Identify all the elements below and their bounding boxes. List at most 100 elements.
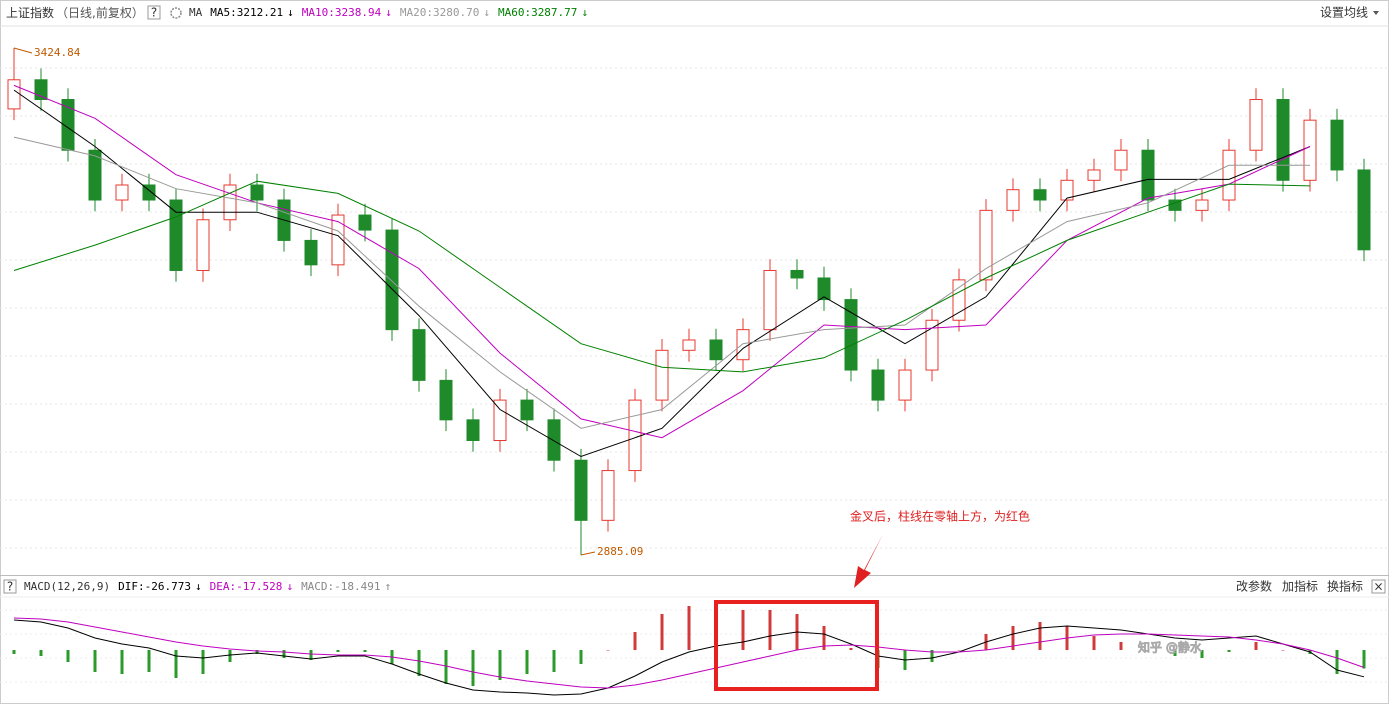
- candle-body: [1276, 99, 1290, 181]
- macd-bar: [1362, 650, 1366, 669]
- ma-legend-value: MA60:3287.77: [498, 6, 577, 19]
- close-box[interactable]: [1371, 579, 1386, 594]
- candle-body: [1114, 149, 1128, 171]
- macd-title: MACD(12,26,9): [24, 580, 110, 593]
- candle-body: [1195, 199, 1209, 211]
- settings-gear[interactable]: [170, 7, 182, 19]
- candle-body: [412, 329, 426, 381]
- macd-bar: [1335, 650, 1339, 674]
- ma-trend-arrow: ↓: [581, 6, 588, 19]
- ma-legend-value: MA5:3212.21: [210, 6, 283, 19]
- macd-bar: [957, 650, 961, 651]
- candle-body: [1249, 99, 1263, 151]
- macd-bar: [1119, 642, 1123, 650]
- candle-body: [358, 214, 372, 231]
- macd-bar: [12, 650, 16, 654]
- candle-body: [1006, 189, 1020, 211]
- macd-bar: [39, 650, 43, 656]
- candle-body: [61, 99, 75, 151]
- candle-body: [547, 419, 561, 461]
- help-icon[interactable]: ?: [7, 580, 13, 594]
- macd-line: [13, 619, 1365, 696]
- macd-bar: [741, 610, 745, 650]
- ma-trend-arrow: ↓: [287, 6, 294, 19]
- macd-bar: [93, 650, 97, 672]
- macd-bar: [849, 648, 853, 650]
- help-box[interactable]: [3, 579, 17, 594]
- candle-body: [736, 329, 750, 361]
- highlight-box: [714, 600, 879, 691]
- macd-bar: [336, 650, 340, 652]
- candle-body: [7, 79, 21, 110]
- button-switch-indicator[interactable]: 换指标: [1327, 579, 1363, 594]
- high-price-label: 3424.84: [34, 46, 81, 59]
- macd-legend-value: DEA:-17.528: [210, 580, 283, 593]
- macd-bar: [309, 650, 313, 660]
- ma-settings[interactable]: 设置均线: [1320, 6, 1368, 20]
- macd-bar: [930, 650, 934, 662]
- macd-legend-value: MACD:-18.491: [301, 580, 380, 593]
- help-box[interactable]: [147, 5, 161, 20]
- macd-bar: [768, 610, 772, 650]
- macd-bar: [1173, 650, 1177, 656]
- ma-label: MA: [189, 6, 203, 19]
- annotation-arrow: [854, 534, 883, 588]
- ma-legend: MA MA5:3212.21 ↓ MA10:3238.94 ↓ MA20:3280.70 ↓…: [189, 6, 588, 19]
- button-add-indicator[interactable]: 加指标: [1282, 579, 1318, 594]
- candle-body: [115, 184, 129, 201]
- candle-body: [169, 199, 183, 271]
- help-icon[interactable]: ?: [151, 6, 157, 20]
- candle-body: [709, 339, 723, 361]
- macd-line: [13, 617, 1365, 689]
- candle-body: [601, 470, 615, 521]
- header-title: 上证指数 （日线,前复权）: [6, 5, 144, 20]
- candle-body: [250, 184, 264, 201]
- macd-trend-arrow: ↓: [286, 580, 293, 593]
- macd-bar: [1146, 650, 1150, 651]
- macd-bar: [120, 650, 124, 674]
- macd-bar: [228, 650, 232, 662]
- ma-legend-value: MA10:3238.94: [302, 6, 382, 19]
- candle-body: [1141, 149, 1155, 201]
- candle-body: [385, 229, 399, 331]
- candle-body: [1330, 119, 1344, 171]
- candle-body: [790, 269, 804, 279]
- candle-body: [763, 269, 777, 331]
- dropdown-caret[interactable]: [1373, 11, 1379, 15]
- macd-bar: [282, 650, 286, 658]
- macd-bar: [1092, 636, 1096, 650]
- ma-trend-arrow: ↓: [483, 6, 490, 19]
- close-button[interactable]: ×: [1373, 580, 1383, 594]
- candle-body: [223, 184, 237, 221]
- macd-bar: [660, 614, 664, 650]
- macd-bar: [1011, 626, 1015, 650]
- macd-bar: [201, 650, 205, 674]
- ma-legend-value: MA20:3280.70: [400, 6, 479, 19]
- candle-body: [979, 209, 993, 281]
- macd-legend: MACD(12,26,9) DIF:-26.773 ↓ DEA:-17.528 ↓ MAC…: [24, 580, 391, 593]
- index-name: 上证指数: [6, 5, 54, 20]
- candle-body: [196, 219, 210, 271]
- candle-body: [898, 369, 912, 401]
- macd-bar: [498, 650, 502, 680]
- candle-body: [1060, 179, 1074, 201]
- button-edit-params[interactable]: 改参数: [1236, 579, 1272, 594]
- candle-body: [628, 399, 642, 472]
- candle-body: [1087, 169, 1101, 181]
- macd-bar: [255, 650, 259, 654]
- macd-bar: [552, 650, 556, 672]
- candle-body: [439, 379, 453, 421]
- candle-body: [466, 419, 480, 441]
- macd-bar: [579, 650, 583, 664]
- index-mode: （日线,前复权）: [56, 5, 144, 20]
- macd-bar: [1227, 650, 1231, 652]
- ma-line: [13, 89, 1311, 458]
- candle-body: [304, 239, 318, 266]
- macd-bar: [66, 650, 70, 662]
- ma-line: [13, 136, 1310, 429]
- candle-body: [1033, 189, 1047, 201]
- macd-bar: [417, 650, 421, 676]
